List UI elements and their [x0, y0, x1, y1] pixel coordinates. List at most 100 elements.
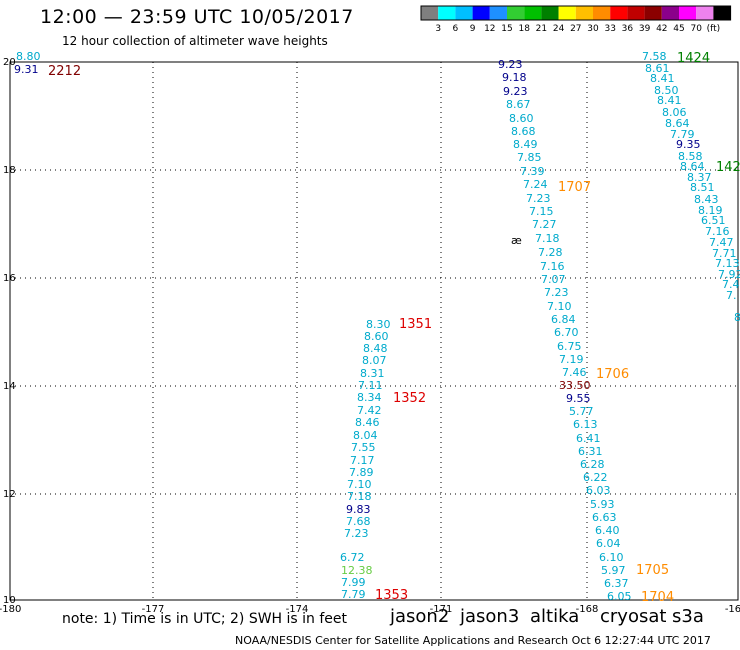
pass-number-label: 2212 — [48, 64, 81, 79]
colorbar-swatch — [438, 6, 456, 20]
wave-height-value: 7.47 — [709, 236, 734, 249]
satellite-legend-altika: altika — [530, 606, 580, 627]
wave-height-value: 7.99 — [341, 576, 366, 589]
wave-height-value: 7.16 — [540, 260, 565, 273]
longitude-tick: -180 — [0, 604, 21, 615]
wave-height-value: 8.31 — [360, 367, 385, 380]
wave-height-value: 7.18 — [347, 490, 372, 503]
longitude-tick: -177 — [142, 604, 165, 615]
wave-height-value: 6.63 — [592, 511, 617, 524]
wave-height-value: 7.16 — [705, 225, 730, 238]
wave-height-value: 8.51 — [690, 181, 715, 194]
colorbar-frame — [420, 5, 732, 21]
latitude-tick: 12 — [3, 489, 16, 500]
map-frame — [9, 61, 739, 601]
colorbar-swatch — [472, 6, 490, 20]
satellite-legend-s3a: s3a — [672, 606, 704, 627]
colorbar-label: 36 — [622, 24, 634, 34]
colorbar-label: 42 — [656, 24, 667, 34]
colorbar-label: 33 — [604, 24, 615, 34]
wave-height-value: 8.61 — [645, 62, 670, 75]
wave-height-value: 9.55 — [566, 392, 591, 405]
wave-height-value: 8.37 — [687, 171, 712, 184]
wave-height-value: 7.46 — [562, 366, 587, 379]
wave-height-value: 8.58 — [678, 150, 703, 163]
wave-height-value: 7.18 — [535, 232, 560, 245]
wave-height-value: 7.89 — [349, 466, 374, 479]
pass-labels: 2212 1424 1424 1707 1351 1352 1706 1353 1705 1704 — [48, 51, 740, 605]
wave-height-value: 7.23 — [544, 286, 569, 299]
pass-number-label: 1706 — [596, 367, 629, 382]
longitude-tick: -168 — [576, 604, 599, 615]
note-text: note: 1) Time is in UTC; 2) SWH is in fe… — [62, 611, 348, 627]
axis-ticks: -180 -177 -174 -171 -168 -16 20 18 16 14 12 10 — [0, 57, 740, 615]
colorbar-swatch — [507, 6, 525, 20]
wave-height-value: 8.19 — [698, 204, 723, 217]
wave-height-value: 9.23 — [503, 85, 528, 98]
wave-height-value: 6.84 — [551, 313, 576, 326]
wave-height-value: 8.64 — [680, 160, 705, 173]
wave-height-value: 9.18 — [502, 71, 527, 84]
pass-number-label: 1353 — [375, 588, 408, 603]
wave-height-value: 12.38 — [341, 564, 373, 577]
colorbar-label: 3 — [435, 24, 441, 34]
colorbar-label: 70 — [690, 24, 702, 34]
latitude-tick: 20 — [3, 57, 16, 68]
wave-height-value: 6.51 — [701, 214, 726, 227]
latitude-tick: 14 — [3, 381, 16, 392]
colorbar-swatch — [575, 6, 593, 20]
wave-height-value: 7.42 — [357, 404, 382, 417]
wave-height-value: 7.10 — [547, 300, 572, 313]
colorbar-label: (ft) — [707, 24, 721, 34]
wave-height-value: 7.92 — [718, 268, 740, 281]
wave-height-value: 6.22 — [583, 471, 608, 484]
colorbar-label: 18 — [518, 24, 530, 34]
wave-height-value: 8.64 — [665, 117, 690, 130]
colorbar-swatch — [627, 6, 645, 20]
wave-height-value: 7.58 — [642, 50, 667, 63]
wave-height-values: 8.809.31 9.239.189.238.678.608.688.497.85… — [0, 0, 740, 603]
wave-height-value: 7.85 — [517, 151, 542, 164]
pass-number-label: 1707 — [558, 180, 591, 195]
wave-height-value: 5.93 — [590, 498, 615, 511]
wave-height-value: 6.28 — [580, 458, 605, 471]
wave-height-value: 7.10 — [347, 478, 372, 491]
colorbar-label: 6 — [453, 24, 459, 34]
wave-height-value: 8.46 — [355, 416, 380, 429]
wave-height-value: 7.39 — [520, 165, 545, 178]
wave-height-value: 8.50 — [654, 84, 679, 97]
footer-credit: NOAA/NESDIS Center for Satellite Applica… — [235, 634, 711, 647]
wave-height-value: 8.60 — [509, 112, 534, 125]
satellite-legend-cryosat: cryosat — [600, 606, 667, 627]
colorbar-label: 30 — [587, 24, 599, 34]
pass-number-label: 1424 — [677, 51, 710, 66]
wave-height-value: 6.70 — [554, 326, 579, 339]
wave-height-value: 6.13 — [0, 0, 25, 3]
pass-number-label: 1352 — [393, 391, 426, 406]
wave-height-value: 6.75 — [557, 340, 582, 353]
colorbar-label: 24 — [553, 24, 565, 34]
wave-height-value: 7.79 — [341, 588, 366, 601]
colorbar-swatch — [593, 6, 611, 20]
wave-height-value: 6.37 — [604, 577, 629, 590]
wave-height-value: 8.41 — [657, 94, 682, 107]
longitude-tick: -16 — [725, 604, 740, 615]
page-subtitle: 12 hour collection of altimeter wave hei… — [62, 34, 328, 48]
wave-height-value: 7. — [726, 289, 737, 302]
colorbar-swatch — [455, 6, 473, 20]
wave-height-value: 5.97 — [601, 564, 626, 577]
wave-height-value: 9.83 — [346, 503, 371, 516]
wave-height-value: 8.43 — [694, 193, 719, 206]
wave-height-value: 8.06 — [662, 106, 687, 119]
wave-height-value: 9.35 — [676, 138, 701, 151]
colorbar-legend: 3 6 9 12 15 18 21 24 27 30 33 36 39 42 45 70 (ft) — [420, 5, 732, 34]
wave-height-value: 8.41 — [650, 72, 675, 85]
satellite-legend-jason2: jason2 — [390, 606, 450, 627]
page-title: 12:00 — 23:59 UTC 10/05/2017 — [40, 6, 354, 28]
wave-height-value: 8.49 — [513, 138, 538, 151]
satellite-legend-jason3: jason3 — [460, 606, 520, 627]
wave-height-value: 8.30 — [366, 318, 391, 331]
colorbar-label: 21 — [536, 24, 547, 34]
